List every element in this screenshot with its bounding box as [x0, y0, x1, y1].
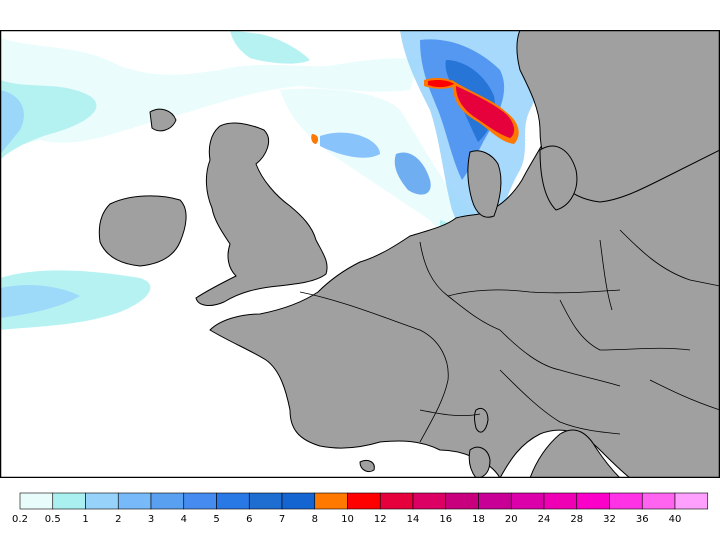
- legend-label: 32: [603, 514, 616, 525]
- balearic: [359, 459, 375, 473]
- country-borders: [299, 229, 720, 443]
- legend-swatch: [478, 492, 512, 510]
- legend-label: 8: [312, 514, 318, 525]
- legend-label: 1: [82, 514, 88, 525]
- legend-label: 16: [439, 514, 452, 525]
- sardinia: [468, 446, 491, 478]
- legend-label: 36: [636, 514, 649, 525]
- legend-swatch: [248, 492, 283, 510]
- legend-swatch: [52, 492, 86, 510]
- legend-label: 7: [279, 514, 285, 525]
- legend-swatch: [281, 492, 316, 510]
- legend-labels: 0.2 0.5 1 2 3 4 5 6 7 8 10 12 14 16 18 20 24 28 32 36 40: [12, 514, 681, 525]
- legend-swatch: [543, 492, 578, 510]
- legend-label: 28: [570, 514, 583, 525]
- legend-swatch: [150, 492, 185, 510]
- legend-swatch: [445, 492, 479, 510]
- precipitation-map: [0, 30, 720, 478]
- ireland: [98, 195, 187, 267]
- legend-label: 14: [407, 514, 420, 525]
- legend-label: 0.5: [45, 514, 61, 525]
- denmark: [467, 150, 502, 218]
- legend-label: 0.2: [12, 514, 28, 525]
- legend-label: 40: [669, 514, 682, 525]
- legend-label: 5: [213, 514, 219, 525]
- legend-label: 10: [341, 514, 354, 525]
- legend-swatch: [117, 492, 152, 510]
- legend-swatch: [347, 492, 381, 510]
- legend-label: 2: [115, 514, 121, 525]
- legend-label: 24: [538, 514, 551, 525]
- legend-label: 12: [374, 514, 387, 525]
- legend-swatch: [510, 492, 545, 510]
- legend-swatch: [412, 492, 447, 510]
- precipitation-overlay: [0, 30, 720, 461]
- legend-swatch: [216, 492, 250, 510]
- iceland-hint: [149, 108, 177, 132]
- legend-label: 20: [505, 514, 518, 525]
- great-britain: [195, 122, 328, 306]
- sweden-south: [539, 145, 578, 211]
- legend-swatch: [379, 492, 414, 510]
- legend-swatch: [609, 492, 643, 510]
- legend-label: 6: [246, 514, 252, 525]
- precipitation-legend: 0.2 0.5 1 2 3 4 5 6 7 8 10 12 14 16 18 20 24 28 32 36 40: [12, 492, 709, 525]
- legend-swatch: [314, 492, 348, 510]
- legend-label: 4: [181, 514, 187, 525]
- legend-swatch: [576, 492, 610, 510]
- italy: [529, 429, 621, 478]
- legend-label: 3: [148, 514, 154, 525]
- legend-label: 18: [472, 514, 485, 525]
- legend-swatch: [183, 492, 217, 510]
- land-masses: [98, 30, 720, 478]
- legend-swatch: [19, 492, 54, 510]
- legend-swatches: [19, 492, 709, 510]
- legend-swatch: [85, 492, 119, 510]
- legend-swatch: [674, 492, 709, 510]
- legend-swatch: [641, 492, 676, 510]
